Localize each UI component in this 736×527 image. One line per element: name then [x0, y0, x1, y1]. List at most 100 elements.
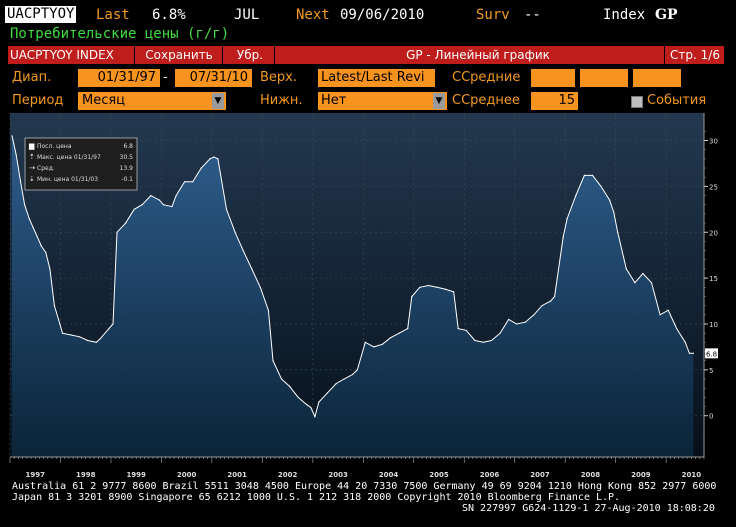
data-point	[474, 339, 476, 342]
data-point	[162, 204, 164, 206]
lower-value: Нет	[321, 93, 347, 108]
footer-serial: SN 227997 G624-1129-1 27-Aug-2010 18:08:…	[462, 503, 715, 514]
data-point	[200, 167, 202, 169]
data-point	[411, 295, 413, 298]
x-tick-label: 2007	[530, 471, 550, 479]
ma1-field-1[interactable]	[531, 69, 575, 87]
legend-box	[24, 137, 138, 191]
data-point	[381, 343, 384, 345]
data-point	[53, 305, 56, 307]
y-tick-label: 0	[709, 413, 713, 421]
security-tab[interactable]: UACPTYOY INDEX	[8, 46, 135, 64]
surv-value: --	[524, 7, 541, 23]
last-value: 6.8%	[152, 7, 186, 23]
x-tick-label: 2002	[278, 471, 298, 479]
data-point	[209, 158, 211, 160]
next-date: 09/06/2010	[340, 7, 425, 23]
legend-avg-icon: ⇢	[29, 164, 35, 172]
events-checkbox[interactable]	[631, 96, 643, 108]
data-point	[45, 251, 47, 253]
data-point	[684, 341, 686, 343]
y-tick-label: 5	[709, 367, 713, 375]
series-line	[11, 135, 694, 419]
data-point	[625, 268, 627, 270]
data-point	[158, 199, 160, 201]
upper-select[interactable]: Latest/Last Revi	[318, 69, 435, 87]
next-label: Next	[296, 7, 330, 23]
data-point	[583, 174, 586, 176]
data-point	[314, 416, 316, 418]
data-point	[390, 337, 392, 339]
save-button[interactable]: Сохранить	[136, 46, 223, 64]
series-area	[12, 135, 694, 457]
data-point	[108, 328, 110, 330]
data-point	[554, 295, 556, 298]
y-tick-label: 25	[709, 183, 718, 191]
period-select[interactable]: Месяц ▼	[78, 92, 226, 110]
data-point	[499, 332, 501, 334]
data-point	[99, 338, 101, 340]
data-point	[192, 181, 194, 183]
data-point	[457, 328, 459, 330]
data-point	[634, 282, 636, 284]
data-point	[225, 208, 228, 210]
data-point	[609, 199, 611, 201]
events-label: События	[647, 93, 707, 108]
x-tick-label: 2006	[480, 471, 500, 479]
data-point	[482, 341, 484, 343]
last-label: Last	[96, 7, 130, 23]
data-point	[524, 321, 526, 323]
legend-min-icon: ⇣	[29, 175, 35, 183]
data-point	[465, 329, 467, 331]
data-point	[566, 217, 568, 220]
data-point	[356, 369, 358, 371]
ma2-field[interactable]: 15	[531, 92, 578, 110]
legend-max-value: 30.5	[120, 154, 134, 161]
data-point	[306, 404, 308, 406]
ticker-box[interactable]: UACPTYOY	[5, 6, 77, 23]
x-tick-label: 1997	[25, 471, 45, 479]
ma1-field-3[interactable]	[633, 69, 681, 87]
data-point	[407, 328, 409, 330]
data-point	[79, 336, 81, 338]
x-tick-label: 2003	[328, 471, 348, 479]
chevron-down-icon[interactable]: ▼	[433, 93, 445, 109]
x-tick-label: 2001	[227, 471, 247, 479]
data-point	[453, 291, 455, 293]
data-point	[280, 378, 283, 380]
data-point	[613, 211, 615, 213]
ma1-field-2[interactable]	[580, 69, 628, 87]
data-point	[15, 153, 17, 155]
data-point	[419, 286, 421, 288]
lower-select[interactable]: Нет ▼	[318, 92, 447, 110]
data-point	[398, 332, 400, 334]
data-point	[600, 185, 602, 187]
data-point	[650, 282, 653, 284]
legend-max-label: Макс. цена 01/31/97	[37, 154, 101, 161]
delete-button[interactable]: Убр.	[226, 46, 275, 64]
chevron-down-icon[interactable]: ▼	[212, 93, 224, 109]
x-tick-label: 2008	[581, 471, 601, 479]
end-date-field[interactable]: 07/31/10	[175, 69, 252, 87]
page-indicator[interactable]: Стр. 1/6	[664, 46, 725, 64]
x-tick-label: 2000	[177, 471, 197, 479]
data-point	[141, 204, 143, 206]
data-point	[70, 334, 72, 336]
legend-min-value: -0.1	[121, 176, 133, 183]
legend-last-icon: ▆	[28, 142, 35, 150]
data-point	[444, 288, 446, 290]
y-tick-label: 30	[709, 138, 718, 146]
data-point	[617, 231, 619, 233]
start-date-field[interactable]: 01/31/97	[78, 69, 160, 87]
lower-label: Нижн.	[260, 93, 303, 108]
data-point	[326, 392, 329, 394]
y-axis-panel	[704, 113, 718, 457]
ma1-label: ССредние	[452, 70, 521, 85]
data-point	[28, 217, 30, 220]
data-point	[40, 245, 42, 247]
legend-last-value: 6.8	[123, 143, 133, 150]
data-point	[516, 323, 518, 325]
toolbar: UACPTYOY INDEX Сохранить Убр. GP - Линей…	[8, 46, 724, 64]
data-point	[343, 378, 345, 380]
data-point	[591, 174, 594, 176]
